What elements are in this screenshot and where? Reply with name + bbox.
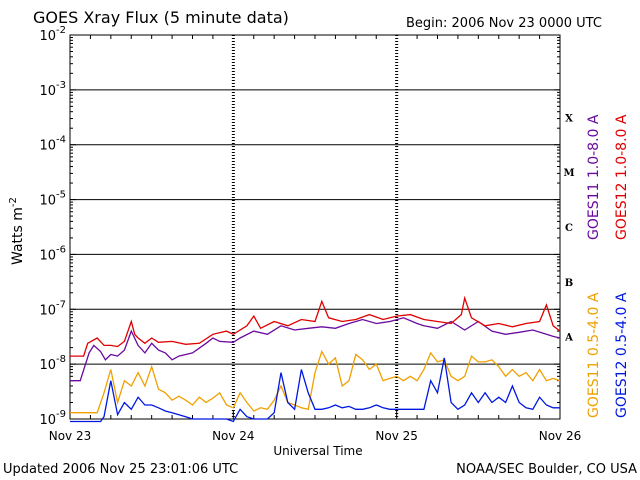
x-tick-label: Nov 23 bbox=[49, 429, 92, 443]
legend-entry-long-0: GOES11 1.0-8.0 A bbox=[586, 114, 602, 240]
y-tick-label: 10-9 bbox=[39, 409, 66, 428]
flare-class-B: B bbox=[565, 278, 573, 289]
legend-entry-short-1: GOES12 0.5-4.0 A bbox=[614, 292, 630, 418]
chart-title: GOES Xray Flux (5 minute data) bbox=[33, 8, 289, 27]
legend-long-channel: GOES11 1.0-8.0 A GOES12 1.0-8.0 A bbox=[586, 114, 630, 240]
x-axis-ticks: Nov 23 Nov 24 Nov 25 Nov 26 bbox=[49, 35, 582, 443]
x-tick-label: Nov 24 bbox=[212, 429, 255, 443]
y-tick-label: 10-4 bbox=[39, 135, 66, 154]
series-lines bbox=[70, 295, 561, 423]
series-line-2 bbox=[70, 349, 561, 414]
legend-entry-long-1: GOES12 1.0-8.0 A bbox=[614, 114, 630, 240]
series-line-3 bbox=[70, 357, 560, 423]
legend-entry-short-0: GOES11 0.5-4.0 A bbox=[586, 292, 602, 418]
flare-class-X: X bbox=[565, 113, 573, 124]
series-line-1 bbox=[70, 295, 561, 357]
grid bbox=[70, 35, 560, 419]
y-tick-label: 10-6 bbox=[39, 244, 66, 263]
y-tick-label: 10-3 bbox=[39, 80, 66, 99]
begin-label: Begin: 2006 Nov 23 0000 UTC bbox=[406, 16, 602, 31]
updated-label: Updated 2006 Nov 25 23:01:06 UTC bbox=[3, 462, 238, 477]
flare-class-labels: A B C M X bbox=[563, 113, 574, 343]
x-tick-label: Nov 25 bbox=[375, 429, 418, 443]
y-axis-label: Watts m-2 bbox=[8, 197, 26, 265]
source-label: NOAA/SEC Boulder, CO USA bbox=[456, 462, 637, 477]
flare-class-A: A bbox=[564, 333, 573, 344]
flare-class-C: C bbox=[565, 223, 573, 234]
x-axis-label: Universal Time bbox=[273, 444, 362, 458]
y-tick-label: 10-8 bbox=[39, 354, 66, 373]
series-line-0 bbox=[70, 317, 561, 382]
y-tick-label: 10-7 bbox=[39, 299, 66, 318]
y-tick-label: 10-5 bbox=[39, 190, 66, 209]
y-tick-label: 10-2 bbox=[39, 25, 66, 44]
x-tick-label: Nov 26 bbox=[539, 429, 582, 443]
flare-class-M: M bbox=[563, 168, 574, 179]
y-axis-ticks: 10-9 10-8 10-7 10-6 10-5 10-4 10-3 10-2 bbox=[39, 25, 560, 428]
legend-short-channel: GOES11 0.5-4.0 A GOES12 0.5-4.0 A bbox=[586, 292, 630, 418]
